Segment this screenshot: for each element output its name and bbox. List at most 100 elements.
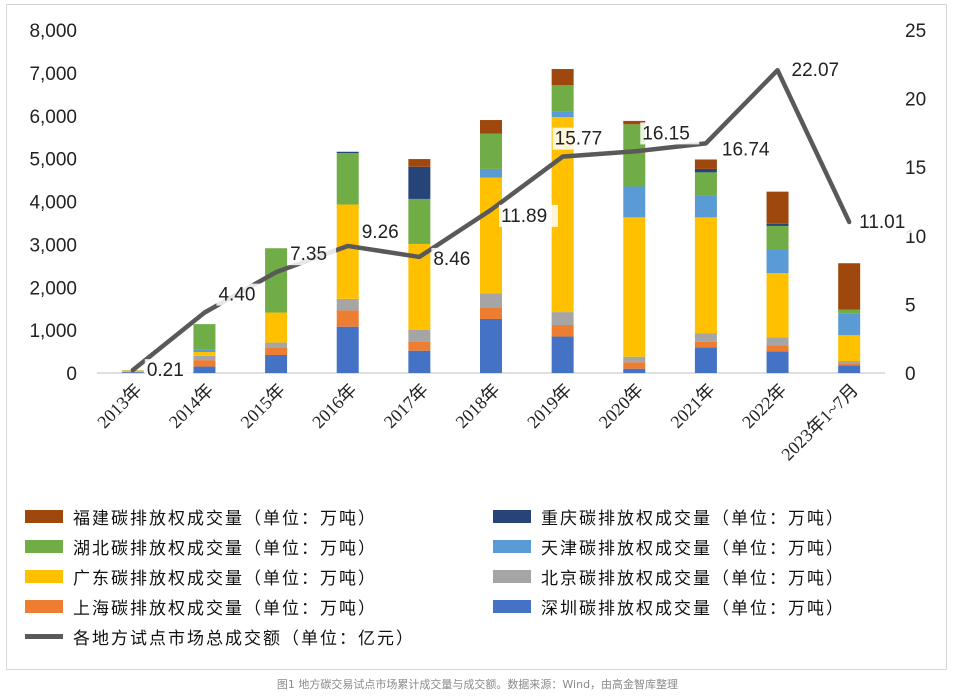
bar-segment [766, 223, 789, 226]
data-label-bg [216, 283, 265, 306]
bar-segment [623, 368, 646, 373]
x-tick-label: 2015年 [237, 380, 289, 432]
bar-segment [480, 177, 502, 294]
legend-swatch [25, 539, 63, 553]
bar-segment [336, 326, 359, 373]
bar-segment [480, 318, 502, 373]
legend-swatch [25, 509, 63, 523]
x-tick-label: 2020年 [595, 380, 647, 432]
data-label: 11.89 [501, 206, 547, 227]
legend-label: 北京碳排放权成交量（单位：万吨） [541, 568, 845, 589]
bar-segment [265, 248, 288, 313]
bar-segment [623, 186, 646, 218]
bar-segment [480, 293, 502, 308]
bar-segment [766, 191, 789, 224]
bar-segment [408, 159, 431, 167]
bar-segment [838, 309, 861, 314]
data-label-bg [499, 204, 558, 227]
bar-segment [838, 360, 861, 364]
legend-swatch [493, 599, 531, 613]
data-label: 15.77 [555, 129, 603, 150]
bar-segment [408, 166, 431, 199]
bar-segment [838, 335, 861, 361]
y-left-tick-label: 7,000 [29, 64, 77, 85]
data-label: 16.74 [722, 139, 770, 160]
axes: 0 1,000 2,000 3,000 4,000 5,000 6,000 7,000 8,00… [29, 21, 926, 385]
bar-segment [480, 168, 502, 178]
legend-line-swatch [25, 633, 63, 639]
bar-segment [766, 351, 789, 373]
legend-item-hubei: 湖北碳排放权成交量（单位：万吨） [25, 531, 377, 561]
y-right-tick-label: 20 [905, 90, 926, 111]
y-left-tick-label: 6,000 [29, 107, 77, 128]
y-left-tick-label: 5,000 [29, 150, 77, 171]
x-tick-label: 2023年1~7月 [777, 380, 862, 465]
x-tick-label: 2014年 [165, 380, 217, 432]
legend-label: 湖北碳排放权成交量（单位：万吨） [73, 538, 377, 559]
data-label-bg [789, 59, 849, 82]
bar-segment [551, 117, 574, 313]
y-left-tick-label: 8,000 [29, 21, 77, 42]
bar-segment [551, 336, 574, 373]
x-tick-label: 2013年 [93, 380, 145, 432]
data-label: 9.26 [362, 222, 399, 243]
x-tick-label: 2018年 [452, 380, 504, 432]
data-label-bg [359, 220, 408, 243]
bar-segment [193, 349, 216, 352]
data-label: 16.15 [642, 123, 690, 144]
bar-segment [265, 354, 288, 373]
x-tick-labels: 2013年 2014年 2015年 2016年 2017年 2018年 2019年 2020年… [93, 380, 862, 465]
x-tick-label: 2016年 [308, 380, 360, 432]
bar-segment [265, 312, 288, 343]
bar-segment [838, 365, 861, 373]
bar-segment [694, 333, 717, 342]
bars [121, 69, 861, 373]
y-right-tick-label: 25 [905, 21, 926, 42]
data-label-bg [719, 138, 779, 161]
bar-segment [265, 347, 288, 355]
legend-swatch [25, 569, 63, 583]
legend-item-guangdong: 广东碳排放权成交量（单位：万吨） [25, 561, 377, 591]
y-right-tick-label: 5 [905, 295, 916, 316]
legend-label: 广东碳排放权成交量（单位：万吨） [73, 568, 377, 589]
data-label-bg [431, 247, 480, 270]
bar-segment [336, 204, 359, 299]
data-label-bg [857, 210, 917, 233]
bar-segment [336, 298, 359, 311]
bar-segment [623, 217, 646, 357]
bar-segment [766, 337, 789, 346]
bar-segment [408, 329, 431, 342]
y-left-tick-label: 0 [66, 364, 77, 385]
legend-label: 深圳碳排放权成交量（单位：万吨） [541, 598, 845, 619]
data-label: 22.07 [792, 60, 840, 81]
x-tick-label: 2021年 [666, 380, 718, 432]
data-label-bg [288, 243, 337, 266]
bar-segment [408, 198, 431, 244]
bar-segment [623, 362, 646, 369]
bar-segment [480, 120, 502, 134]
bar-segment [551, 111, 574, 118]
y-left-tick-label: 4,000 [29, 193, 77, 214]
bar-segment [408, 350, 431, 373]
bar-segment [838, 313, 861, 336]
bar-segment [838, 263, 861, 310]
bar-segment [766, 273, 789, 338]
bar-segment [193, 351, 216, 356]
legend-item-shanghai: 上海碳排放权成交量（单位：万吨） [25, 591, 377, 621]
bar-segment [694, 159, 717, 169]
bar-segment [551, 85, 574, 112]
legend-item-beijing: 北京碳排放权成交量（单位：万吨） [493, 561, 845, 591]
bar-segment [408, 341, 431, 351]
data-label: 8.46 [433, 249, 470, 270]
data-label-bg [144, 359, 193, 382]
x-tick-label: 2019年 [523, 380, 575, 432]
legend-swatch [25, 599, 63, 613]
legend-label: 各地方试点市场总成交额（单位：亿元） [73, 628, 415, 649]
legend-label: 重庆碳排放权成交量（单位：万吨） [541, 508, 845, 529]
legend-item-shenzhen: 深圳碳排放权成交量（单位：万吨） [493, 591, 845, 621]
bar-segment [694, 217, 717, 334]
figure-caption: 图1 地方碳交易试点市场累计成交量与成交额。数据来源：Wind，由高金智库整理 [276, 678, 679, 691]
data-label-bg [640, 122, 700, 145]
y-left-tick-label: 1,000 [29, 321, 77, 342]
legend-item-fujian: 福建碳排放权成交量（单位：万吨） [25, 501, 377, 531]
